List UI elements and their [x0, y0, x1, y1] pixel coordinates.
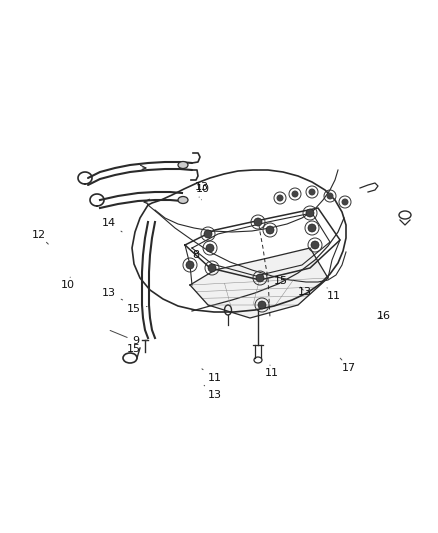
Text: 10: 10 — [195, 184, 209, 200]
Circle shape — [265, 226, 273, 234]
Circle shape — [254, 218, 261, 226]
Ellipse shape — [177, 161, 187, 168]
Circle shape — [308, 189, 315, 196]
Circle shape — [276, 195, 283, 201]
Circle shape — [186, 261, 194, 269]
Text: 13: 13 — [297, 287, 311, 297]
Polygon shape — [190, 248, 327, 318]
Circle shape — [204, 230, 212, 238]
Circle shape — [310, 241, 318, 249]
Ellipse shape — [177, 197, 187, 204]
Circle shape — [208, 264, 215, 272]
Circle shape — [258, 301, 265, 309]
Text: 15: 15 — [127, 304, 147, 314]
Text: 11: 11 — [265, 365, 279, 378]
Circle shape — [307, 224, 315, 232]
Circle shape — [341, 198, 348, 206]
Text: 11: 11 — [201, 369, 222, 383]
Circle shape — [326, 192, 333, 199]
Text: 17: 17 — [339, 358, 355, 373]
Text: 12: 12 — [32, 230, 48, 244]
Text: 13: 13 — [204, 385, 222, 400]
Text: 8: 8 — [191, 250, 198, 266]
Text: 15: 15 — [127, 340, 147, 354]
Circle shape — [255, 274, 263, 282]
Circle shape — [205, 244, 213, 252]
Text: 15: 15 — [273, 277, 287, 286]
Circle shape — [291, 190, 298, 198]
Text: 9: 9 — [110, 330, 139, 346]
Text: 13: 13 — [102, 288, 122, 300]
Circle shape — [305, 209, 313, 217]
Text: 16: 16 — [376, 311, 390, 320]
Text: 13: 13 — [194, 182, 208, 197]
Text: 14: 14 — [102, 218, 122, 232]
Text: 10: 10 — [61, 277, 75, 290]
Text: 11: 11 — [326, 288, 340, 301]
